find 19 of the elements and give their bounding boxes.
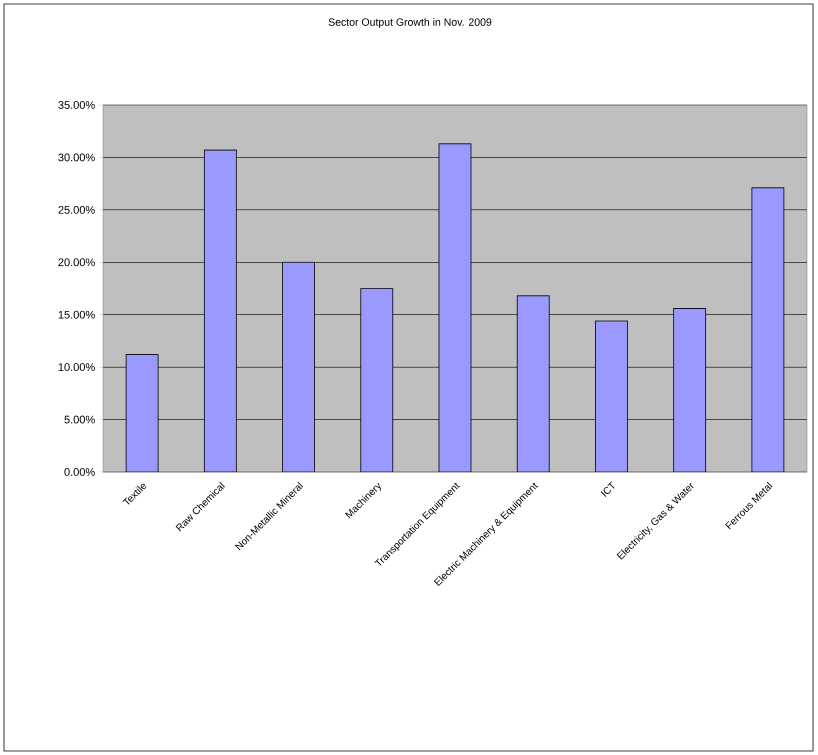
bar [282,262,315,472]
y-tick-label: 10.00% [58,363,95,372]
y-tick-label: 35.00% [58,101,95,109]
y-tick-label: 30.00% [58,154,95,162]
y-tick-label: 5.00% [64,416,95,424]
bar [126,354,159,472]
y-tick-label: 20.00% [58,258,95,266]
bar [516,295,550,472]
y-tick-label: 15.00% [58,310,95,319]
bar [595,320,628,472]
bar [673,308,706,472]
bar [438,143,472,472]
y-tick-label: 25.00% [58,206,95,214]
bar [751,187,784,472]
x-tick-label: ICT [600,482,615,497]
y-tick-label: 0.00% [64,468,95,476]
chart-title: Sector Output Growth in Nov. 2009 [328,18,492,28]
bar [360,288,394,472]
bar [204,150,237,472]
